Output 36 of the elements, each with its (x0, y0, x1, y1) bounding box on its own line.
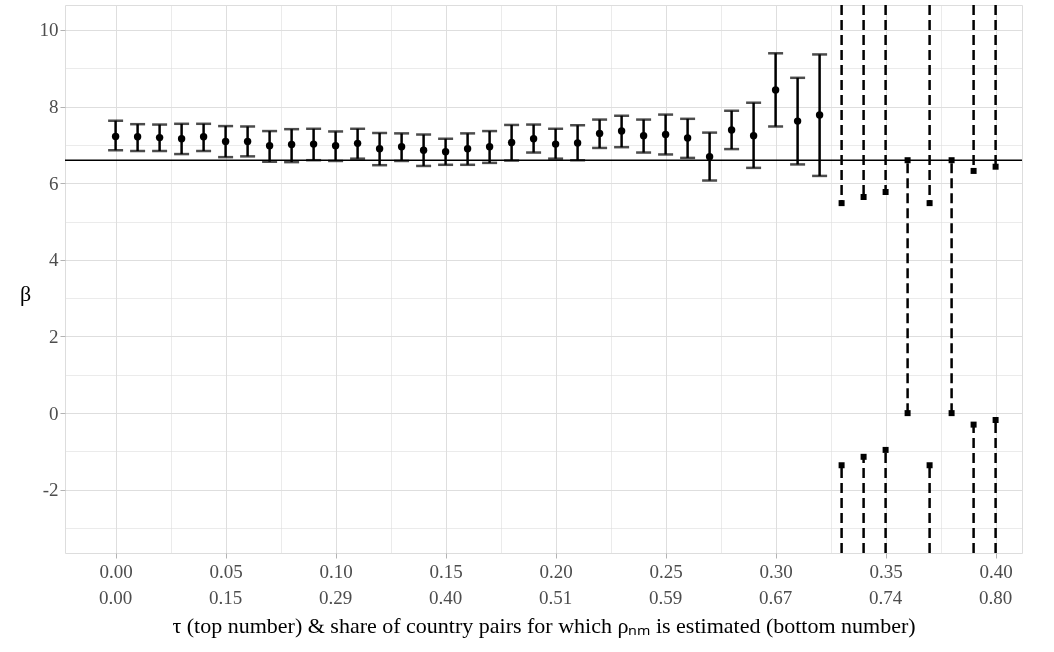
x-tick-label: 0.15 (429, 560, 463, 582)
x-tick-label: 0.20 (539, 560, 573, 582)
text: 0.00 (98, 587, 133, 608)
x-tick-label: 0.10 (319, 560, 353, 582)
y-tick-label: 8 (49, 96, 59, 118)
text: 0.29 (318, 587, 353, 608)
x-tick-label: 0.30 (759, 560, 793, 582)
text: 0.74 (868, 587, 903, 608)
x-tick-label: 0.40 (979, 560, 1013, 582)
point (926, 462, 933, 469)
x-axis-title: τ (top number) & share of country pairs for which ρₙₘ is estimated (bottom number) (172, 612, 916, 638)
text: 0.67 (758, 587, 793, 608)
y-tick-label: 0 (49, 402, 59, 424)
y-tick-label: 6 (49, 172, 59, 194)
point (992, 163, 999, 170)
y-tick-label: -2 (42, 479, 59, 501)
text: 0.40 (428, 587, 463, 608)
text: 0.15 (208, 587, 243, 608)
point (882, 446, 889, 453)
text: 0.51 (538, 587, 573, 608)
x-tick-label: 0.05 (209, 560, 243, 582)
point (970, 167, 977, 174)
point (948, 157, 955, 164)
y-tick-label: 10 (39, 19, 59, 41)
x-tick-label: 0.00 (99, 560, 133, 582)
y-tick-label: 4 (49, 249, 59, 271)
point (838, 462, 845, 469)
point (904, 157, 911, 164)
point (860, 193, 867, 200)
y-tick-label: 2 (49, 325, 59, 347)
text: 0.59 (648, 587, 683, 608)
x-tick-label: 0.35 (869, 560, 903, 582)
y-axis-title: β (19, 280, 32, 306)
point (992, 417, 999, 424)
text: 0.80 (978, 587, 1013, 608)
x-tick-label: 0.25 (649, 560, 683, 582)
